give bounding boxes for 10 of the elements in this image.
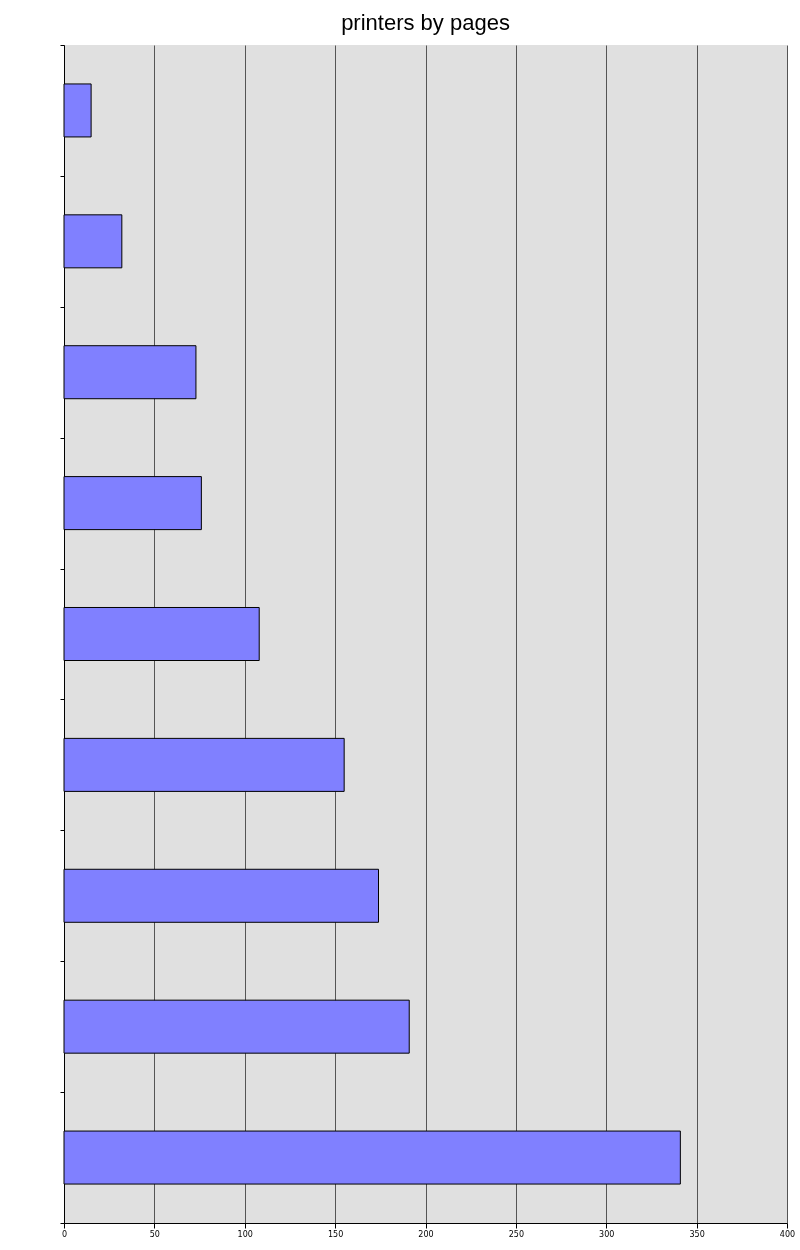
x-tick-label: 150 (327, 1229, 344, 1239)
x-tick-label: 250 (508, 1229, 525, 1239)
x-tick-label: 200 (418, 1229, 434, 1239)
chart-title: printers by pages (341, 9, 510, 35)
x-tick-label: 350 (689, 1229, 705, 1239)
x-tick-label: 100 (237, 1229, 253, 1239)
x-tick-label: 0 (61, 1229, 68, 1239)
x-tick-label: 300 (599, 1229, 615, 1239)
x-tick-label: 50 (149, 1229, 160, 1239)
x-tick-label: 400 (779, 1229, 796, 1239)
